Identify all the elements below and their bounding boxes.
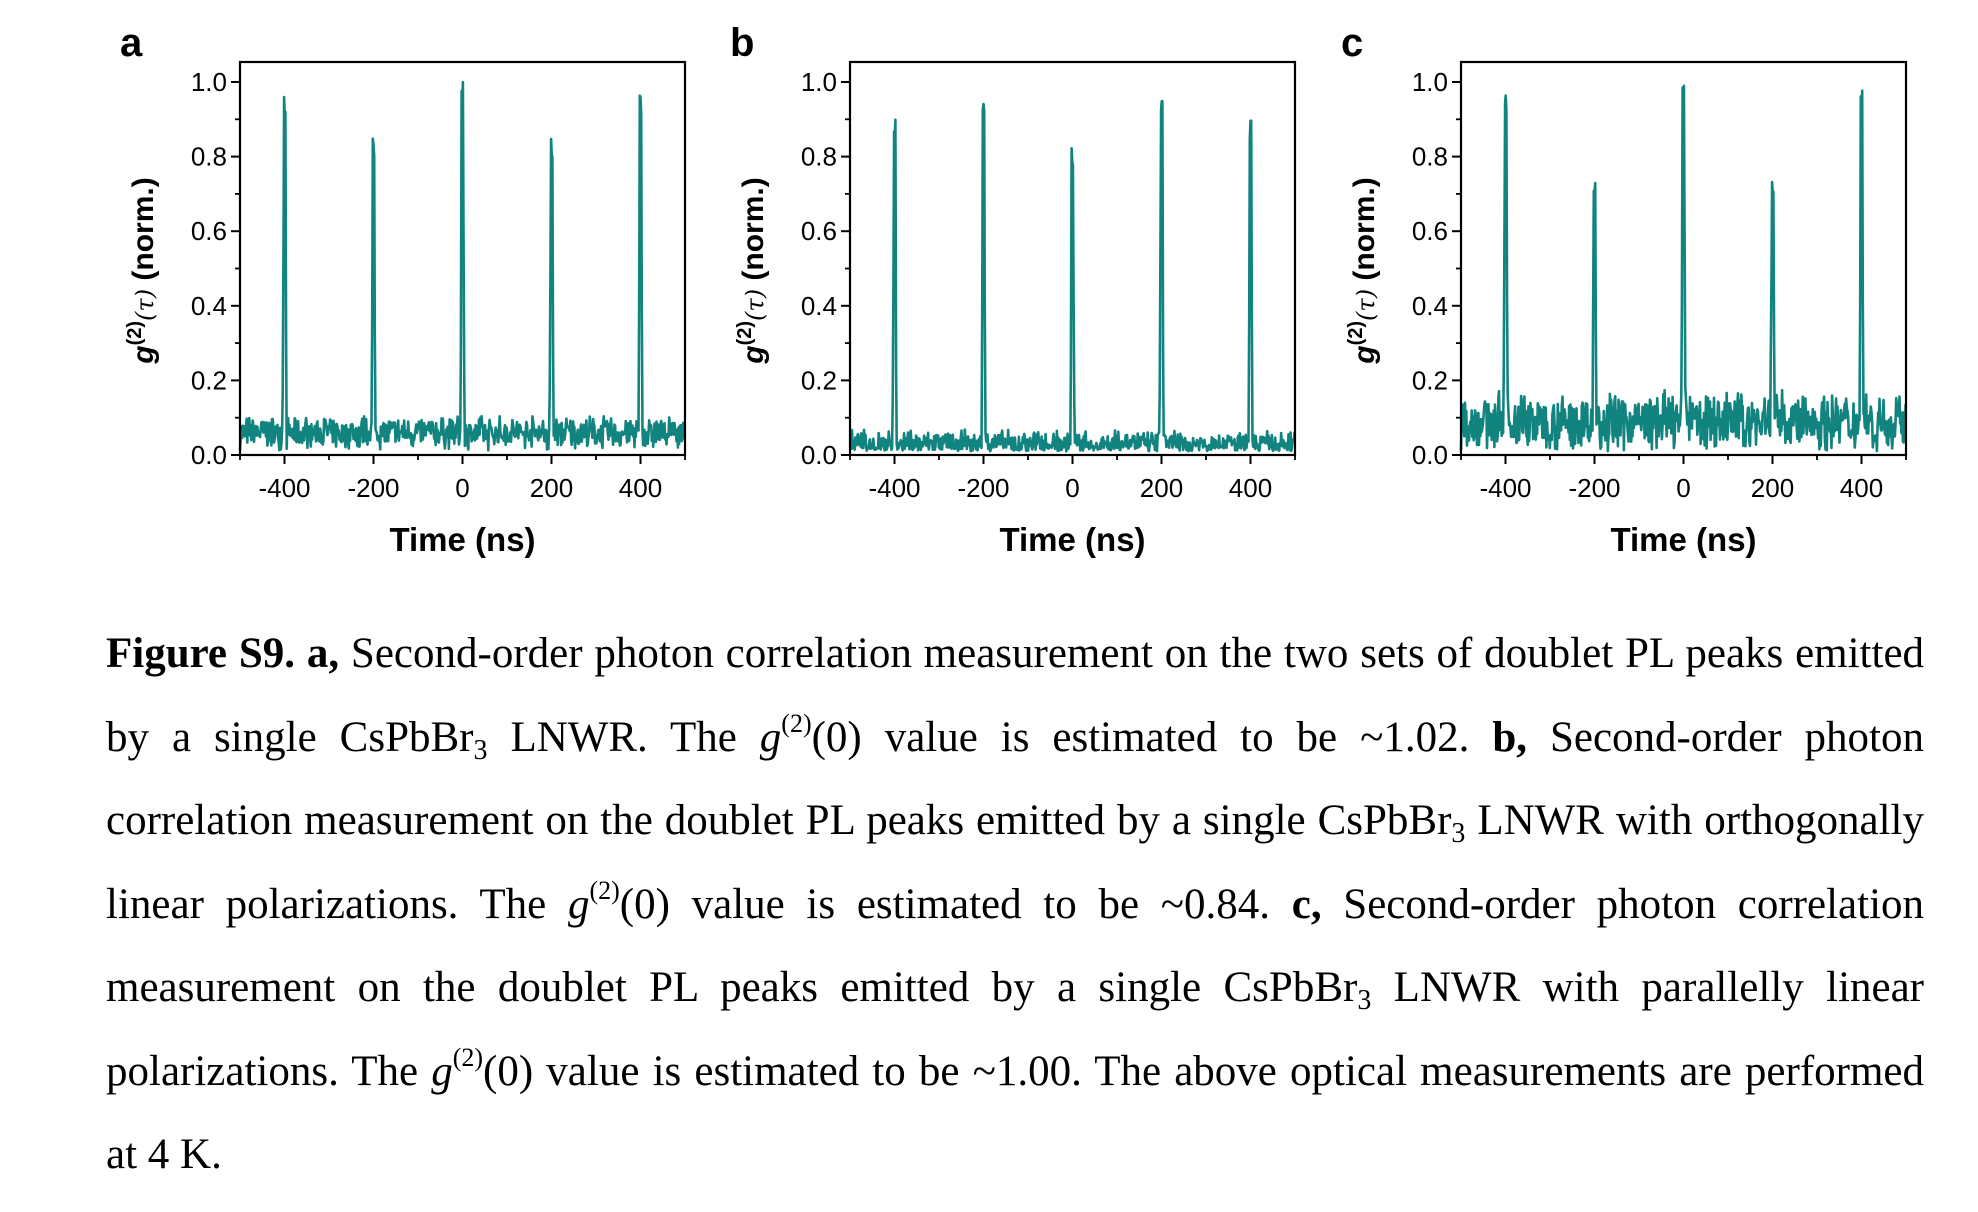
- y-label-argument: (τ): [1352, 289, 1380, 321]
- y-tick-label: 0.0: [191, 440, 227, 470]
- caption-text: value is estimated to be ~1.00. The abov…: [106, 1047, 1924, 1179]
- x-tick-label: 200: [1751, 473, 1794, 503]
- caption-superscript: (2): [452, 1042, 484, 1072]
- caption-subscript: 3: [473, 734, 488, 766]
- caption-g-symbol: g: [759, 713, 782, 761]
- x-tick-label: 0: [455, 473, 469, 503]
- y-tick-label: 1.0: [191, 67, 227, 97]
- caption-g-symbol: g: [431, 1047, 453, 1095]
- y-tick-label: 0.8: [191, 142, 227, 172]
- caption-g-argument: (0): [619, 880, 670, 928]
- y-tick-label: 0.8: [1412, 142, 1448, 172]
- x-tick-label: -400: [868, 473, 920, 503]
- y-label-g: g: [737, 345, 770, 364]
- caption-panel-c-label: c,: [1291, 880, 1322, 928]
- y-label-argument: (τ): [741, 289, 769, 321]
- y-tick-label: 1.0: [801, 67, 837, 97]
- x-tick-label: -400: [258, 473, 310, 503]
- caption-subscript: 3: [1451, 818, 1466, 849]
- y-label-superscript: (2): [124, 321, 146, 345]
- caption-text: Second-order photon correlation measurem…: [106, 630, 1925, 761]
- caption-text: LNWR with orthogonally linear polarizati…: [106, 797, 1925, 928]
- y-tick-label: 0.2: [801, 365, 837, 395]
- x-tick-label: -200: [1568, 473, 1620, 503]
- caption-text: LNWR. The: [487, 713, 760, 761]
- x-tick-label: 400: [1840, 473, 1883, 503]
- chart-panel-b: 0.0 0.2 0.4 0.6 0.8 1.0 -400 -200 0 200 400 Time (n…: [730, 21, 1297, 558]
- x-axis-label: Time (ns): [1610, 521, 1756, 558]
- y-label-unit: (norm.): [127, 177, 160, 289]
- caption-subscript: 3: [1357, 985, 1372, 1016]
- caption-g-argument: (0): [811, 713, 862, 761]
- y-label-superscript: (2): [1345, 321, 1367, 345]
- caption-text: LNWR with parallelly linear polarization…: [106, 964, 1925, 1095]
- figure-caption: Figure S9. a, Second-order photon correl…: [106, 612, 1924, 1197]
- caption-panel-a-label: a,: [306, 630, 340, 677]
- panel-label: c: [1341, 21, 1363, 65]
- y-axis-label: g(2)(τ) (norm.): [734, 177, 770, 364]
- y-axis-label: g(2)(τ) (norm.): [124, 177, 160, 364]
- x-tick-label: 0: [1065, 473, 1079, 503]
- figure-panels: 0.0 0.2 0.4 0.6 0.8 1.0 -400 -200 0 200 400 Time (n…: [120, 21, 1908, 558]
- y-axis-label: g(2)(τ) (norm.): [1345, 177, 1381, 364]
- data-trace: [238, 80, 686, 452]
- caption-text: value is estimated to be ~1.02.: [861, 713, 1493, 761]
- y-tick-label: 0.8: [801, 142, 837, 172]
- x-tick-label: 200: [1140, 473, 1183, 503]
- data-trace: [848, 99, 1296, 453]
- y-tick-label: 0.2: [191, 365, 227, 395]
- caption-figure-label: Figure S9.: [106, 630, 296, 677]
- y-tick-label: 0.6: [1412, 216, 1448, 246]
- y-label-unit: (norm.): [1348, 177, 1381, 289]
- x-axis-label: Time (ns): [999, 521, 1145, 558]
- x-tick-label: 400: [1229, 473, 1272, 503]
- y-tick-label: 0.0: [1412, 440, 1448, 470]
- caption-text: value is estimated to be ~0.84.: [669, 880, 1292, 928]
- x-tick-label: 200: [530, 473, 573, 503]
- y-label-superscript: (2): [734, 321, 756, 345]
- y-tick-label: 0.2: [1412, 365, 1448, 395]
- caption-superscript: (2): [589, 875, 620, 905]
- data-trace: [1459, 84, 1907, 453]
- x-tick-label: 0: [1676, 473, 1690, 503]
- y-label-g: g: [1348, 345, 1381, 364]
- caption-superscript: (2): [781, 708, 812, 738]
- y-tick-label: 0.6: [801, 216, 837, 246]
- chart-panel-c: 0.0 0.2 0.4 0.6 0.8 1.0 -400 -200 0 200 400 Time (n…: [1341, 21, 1908, 558]
- x-tick-label: -200: [957, 473, 1009, 503]
- y-label-g: g: [127, 345, 160, 364]
- y-label-unit: (norm.): [737, 177, 770, 289]
- caption-panel-b-label: b,: [1492, 713, 1527, 761]
- caption-g-argument: (0): [483, 1047, 534, 1095]
- x-tick-label: -400: [1479, 473, 1531, 503]
- x-tick-label: 400: [619, 473, 662, 503]
- caption-text: Second-order photon correlation measurem…: [106, 880, 1925, 1012]
- panel-label: b: [730, 21, 754, 65]
- panel-label: a: [120, 21, 143, 65]
- y-label-argument: (τ): [131, 289, 159, 321]
- chart-panel-a: 0.0 0.2 0.4 0.6 0.8 1.0 -400 -200 0 200 400 Time (n…: [120, 21, 687, 558]
- x-axis-label: Time (ns): [389, 521, 535, 558]
- y-tick-label: 0.0: [801, 440, 837, 470]
- y-tick-label: 0.4: [801, 291, 837, 321]
- y-tick-label: 0.6: [191, 216, 227, 246]
- caption-text: Second-order photon correlation measurem…: [106, 713, 1924, 845]
- y-tick-label: 1.0: [1412, 67, 1448, 97]
- x-tick-label: -200: [347, 473, 399, 503]
- y-tick-label: 0.4: [191, 291, 227, 321]
- y-tick-label: 0.4: [1412, 291, 1448, 321]
- caption-g-symbol: g: [567, 880, 590, 928]
